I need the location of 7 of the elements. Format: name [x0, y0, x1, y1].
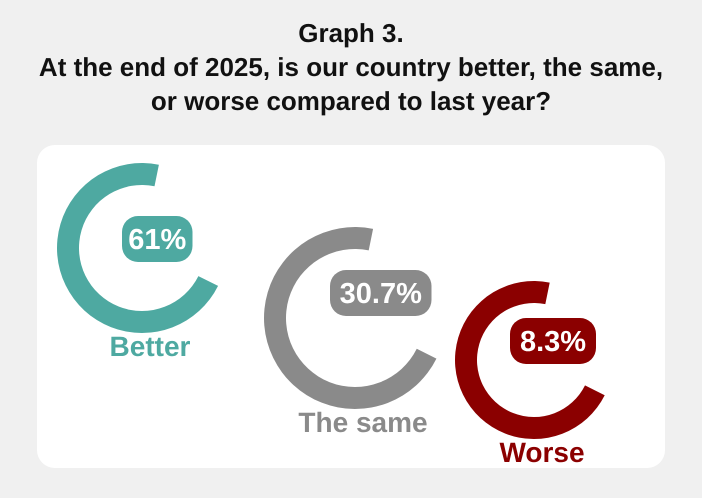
data-label: 30.7%	[340, 278, 422, 310]
data-label: 61%	[128, 224, 186, 256]
category-label: Worse	[499, 437, 585, 468]
data-label: 8.3%	[520, 326, 586, 358]
text: Graph 3. At the end of 2025, is our country better, the same, or worse compared to last year?	[38, 18, 664, 116]
category-label: Better	[110, 331, 191, 362]
category-label: The same	[298, 407, 428, 438]
